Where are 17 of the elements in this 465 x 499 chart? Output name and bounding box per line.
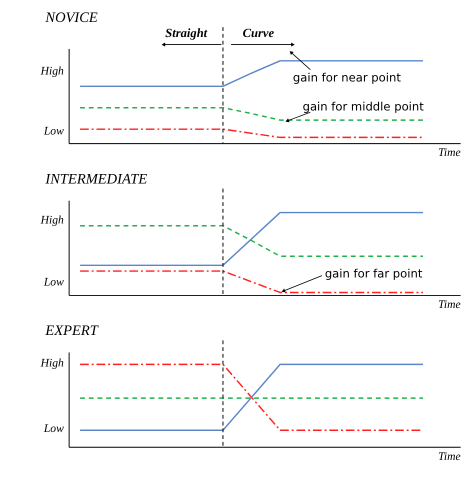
text: High	[40, 64, 64, 78]
x-axis-title: Time	[438, 298, 461, 312]
chart-title: INTERMEDIATE	[44, 171, 148, 188]
annotation: gain for near point	[292, 70, 402, 84]
text: Curve	[242, 26, 274, 40]
x-axis-title: Time	[438, 146, 461, 160]
chart-title: NOVICE	[44, 10, 98, 26]
text: High	[40, 213, 64, 226]
text: Straight	[165, 26, 208, 40]
annotation: gain for far point	[324, 266, 423, 281]
text: Low	[42, 124, 64, 138]
annotation: gain for middle point	[302, 99, 424, 114]
text: Low	[42, 422, 64, 436]
text: Low	[42, 275, 64, 288]
chart-title: EXPERT	[44, 323, 99, 340]
x-axis-title: Time	[438, 450, 461, 463]
text: High	[40, 356, 64, 370]
